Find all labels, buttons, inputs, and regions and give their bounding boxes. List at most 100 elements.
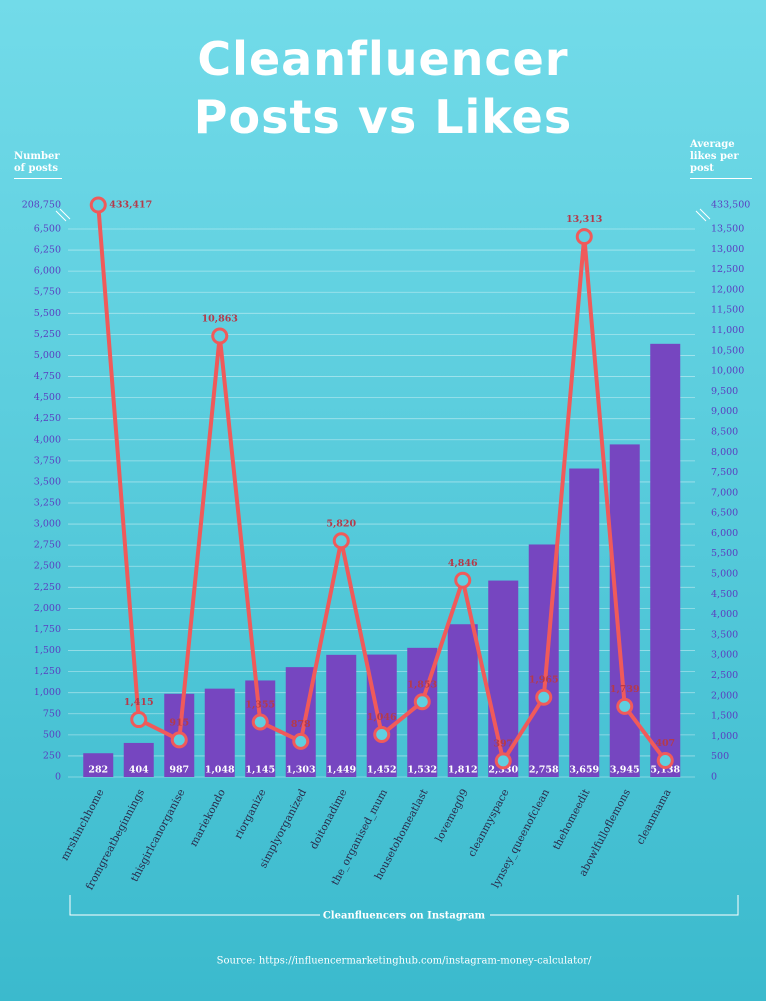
bar xyxy=(569,468,600,777)
line-point xyxy=(170,731,188,749)
line-value-label: 397 xyxy=(493,738,513,749)
y2-tick-label: 6,000 xyxy=(711,528,738,539)
axis-break xyxy=(55,208,711,222)
y2-tick-label: 8,500 xyxy=(711,426,738,437)
y-tick-label: 0 xyxy=(55,772,61,783)
bar-value-label: 2,330 xyxy=(488,765,518,776)
x-axis-title: Cleanfluencers on Instagram xyxy=(323,911,486,922)
y-tick-label: 5,000 xyxy=(34,350,61,361)
x-tick-label: thehomeedit xyxy=(551,786,593,851)
y-tick-label: 2,500 xyxy=(34,561,61,572)
y2-tick-label: 5,000 xyxy=(711,569,738,580)
bar xyxy=(447,624,478,777)
bar-value-label: 404 xyxy=(129,765,149,776)
y-tick-label: 3,750 xyxy=(34,455,61,466)
bar-value-label: 3,659 xyxy=(569,765,599,776)
y-tick-label: 250 xyxy=(43,750,61,761)
line-value-label: 433,417 xyxy=(109,200,152,211)
bar-value-label: 1,449 xyxy=(326,765,356,776)
source: Source: https://influencermarketinghub.c… xyxy=(217,956,592,967)
y-axis-title: Number of posts xyxy=(14,151,62,179)
x-tick-label: mrshinchhome xyxy=(59,787,107,863)
line-value-label: 10,863 xyxy=(202,314,238,325)
x-tick-label: cleanmama xyxy=(634,787,673,846)
y-tick-label: 6,500 xyxy=(34,224,61,235)
y2-tick-label: 433,500 xyxy=(711,200,750,211)
y2-tick-label: 9,000 xyxy=(711,406,738,417)
y-tick-label: 208,750 xyxy=(22,200,61,211)
y-tick-label: 5,500 xyxy=(34,308,61,319)
bar-value-label: 282 xyxy=(88,765,108,776)
line-point xyxy=(89,196,107,214)
line-point xyxy=(292,732,310,750)
y-tick-label: 4,750 xyxy=(34,371,61,382)
y-tick-label: 4,500 xyxy=(34,392,61,403)
line-value-label: 1,965 xyxy=(529,675,559,686)
bar-value-label: 1,812 xyxy=(448,765,478,776)
bar xyxy=(326,654,357,777)
y-tick-label: 6,000 xyxy=(34,266,61,277)
line-value-label: 4,846 xyxy=(448,558,478,569)
bar-value-label: 1,303 xyxy=(286,765,316,776)
y2-tick-label: 4,000 xyxy=(711,609,738,620)
y-tick-label: 2,250 xyxy=(34,582,61,593)
y-tick-label: 2,750 xyxy=(34,540,61,551)
y2-tick-label: 0 xyxy=(711,772,717,783)
bar xyxy=(366,654,397,777)
y-tick-label: 750 xyxy=(43,708,61,719)
line-point xyxy=(575,228,593,246)
line-value-label: 1,739 xyxy=(610,684,640,695)
chart-title: Cleanfluencer Posts vs Likes xyxy=(193,32,573,144)
y2-tick-label: 8,000 xyxy=(711,447,738,458)
x-tick-label: simplyorganized xyxy=(257,787,309,870)
y2-tick-label: 2,500 xyxy=(711,670,738,681)
bar xyxy=(650,343,681,777)
line-point xyxy=(251,713,269,731)
bar-value-label: 1,532 xyxy=(407,765,437,776)
line-value-label: 407 xyxy=(655,738,675,749)
bar-value-label: 987 xyxy=(169,765,189,776)
y2-tick-label: 500 xyxy=(711,751,729,762)
y-tick-label: 1,500 xyxy=(34,645,61,656)
bar-value-label: 3,945 xyxy=(610,765,640,776)
y2-tick-label: 3,500 xyxy=(711,629,738,640)
line-point xyxy=(130,711,148,729)
y2-tick-label: 3,000 xyxy=(711,650,738,661)
line-point xyxy=(656,751,674,769)
y2-axis-title: Average likes per post xyxy=(690,139,752,179)
y2-tick-label: 7,500 xyxy=(711,467,738,478)
y-tick-label: 4,000 xyxy=(34,434,61,445)
y2-tick-label: 11,000 xyxy=(711,325,744,336)
y2-tick-label: 2,000 xyxy=(711,690,738,701)
bar-value-label: 5,138 xyxy=(650,765,680,776)
line-value-label: 1,355 xyxy=(245,699,275,710)
line-value-label: 1,853 xyxy=(407,679,437,690)
line-point xyxy=(373,726,391,744)
x-tick-label: cleanmyspace xyxy=(466,787,512,859)
y-tick-label: 500 xyxy=(43,729,61,740)
bar-value-label: 1,452 xyxy=(367,765,397,776)
bar xyxy=(123,742,154,777)
line-value-label: 1,415 xyxy=(124,697,154,708)
bar xyxy=(204,688,235,777)
y-tick-label: 3,250 xyxy=(34,498,61,509)
line-point xyxy=(535,688,553,706)
y2-tick-label: 1,000 xyxy=(711,731,738,742)
y2-tick-label: 9,500 xyxy=(711,386,738,397)
bar xyxy=(83,753,114,777)
y2-tick-label: 12,500 xyxy=(711,264,744,275)
y-tick-label: 3,000 xyxy=(34,519,61,530)
y-tick-label: 5,750 xyxy=(34,287,61,298)
y2-tick-label: 6,500 xyxy=(711,508,738,519)
bar-value-label: 2,758 xyxy=(529,765,559,776)
y-tick-label: 1,250 xyxy=(34,666,61,677)
y-tick-label: 2,000 xyxy=(34,603,61,614)
bar-value-label: 1,048 xyxy=(205,765,235,776)
x-tick-label: doitonadime xyxy=(308,787,350,851)
line-point xyxy=(332,532,350,550)
y2-tick-label: 4,500 xyxy=(711,589,738,600)
line-point xyxy=(413,693,431,711)
line-value-label: 915 xyxy=(169,717,189,728)
